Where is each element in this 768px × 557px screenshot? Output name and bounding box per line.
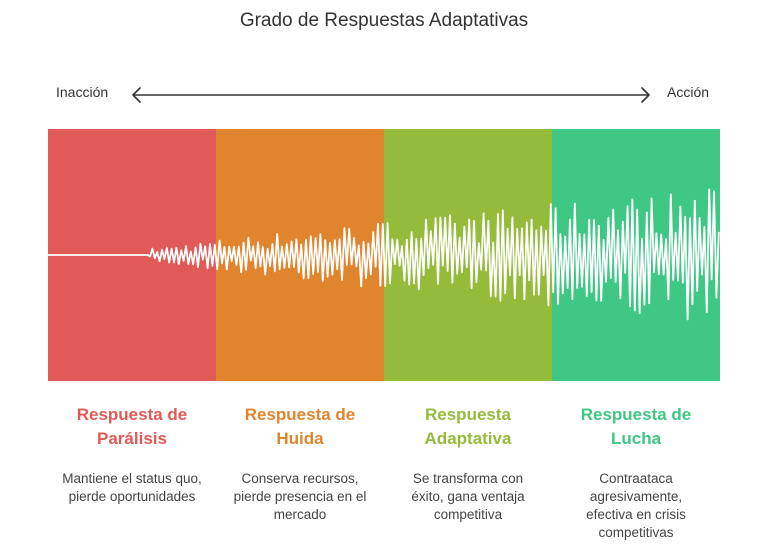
axis-right-label: Acción bbox=[667, 84, 710, 100]
double-arrow-icon bbox=[132, 87, 650, 103]
stage-fight: Respuesta de Lucha Contraataca agresivam… bbox=[552, 403, 720, 542]
stage-title: Respuesta de Huida bbox=[244, 405, 356, 448]
stage-adaptive: Respuesta Adaptativa Se transforma con é… bbox=[384, 403, 552, 524]
response-waveform bbox=[48, 188, 720, 321]
diagram-title: Grado de Respuestas Adaptativas bbox=[239, 10, 529, 31]
stage-description: Mantiene el status quo, pierde oportunid… bbox=[62, 471, 202, 504]
axis-left-label: Inacción bbox=[56, 84, 109, 100]
stage-title: Respuesta Adaptativa bbox=[424, 405, 512, 448]
stage-title: Respuesta de Lucha bbox=[580, 405, 692, 448]
stage-flight: Respuesta de Huida Conserva recursos, pi… bbox=[216, 403, 384, 524]
stage-description: Se transforma con éxito, gana ventaja co… bbox=[411, 471, 525, 522]
stage-description: Conserva recursos, pierde presencia en e… bbox=[233, 471, 367, 522]
stage-title: Respuesta de Parálisis bbox=[76, 405, 188, 448]
stage-paralysis: Respuesta de Parálisis Mantiene el statu… bbox=[48, 403, 216, 506]
stage-description: Contraataca agresivamente, efectiva en c… bbox=[586, 471, 686, 540]
